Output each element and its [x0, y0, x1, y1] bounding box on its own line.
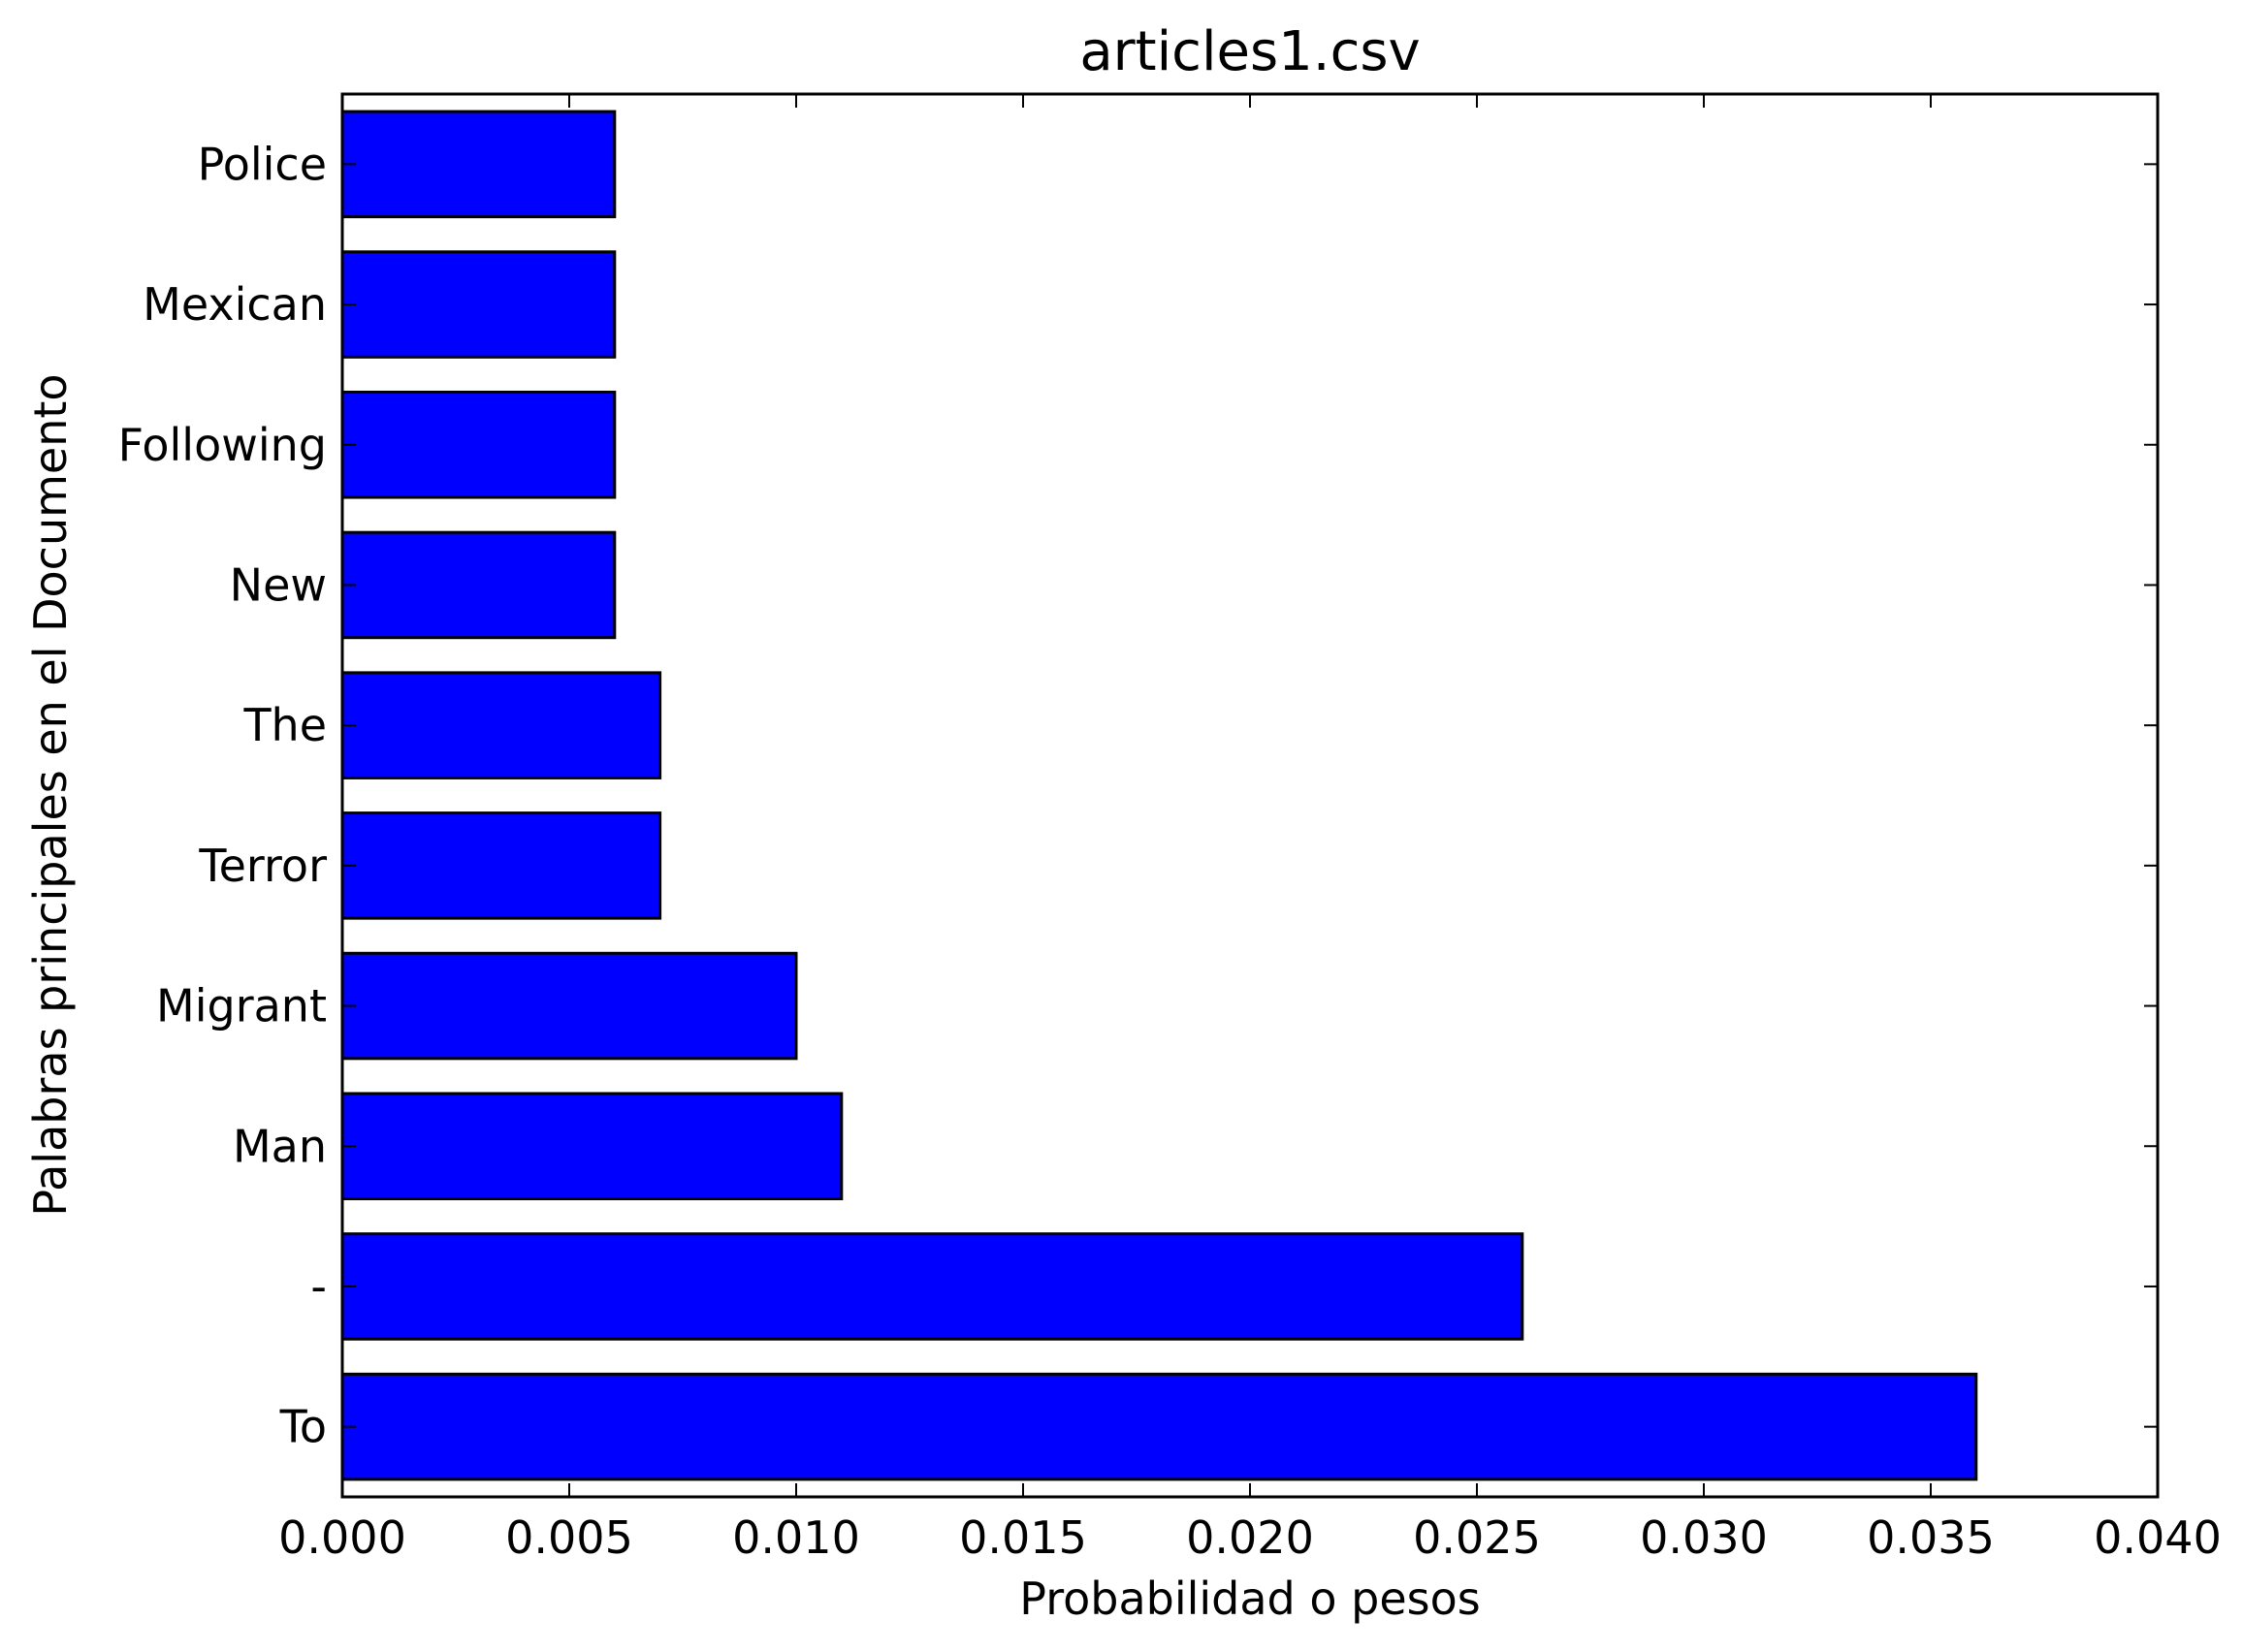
- x-tick-label: 0.020: [1186, 1511, 1314, 1564]
- y-axis-ticks: To - Man Migrant Terror The New Following Mexica…: [118, 138, 2158, 1453]
- y-tick-label: Man: [233, 1120, 327, 1172]
- y-tick-label: Mexican: [143, 278, 327, 331]
- x-tick-label: 0.005: [505, 1511, 633, 1564]
- y-tick-label: Following: [118, 419, 327, 471]
- y-tick-label: The: [242, 699, 327, 751]
- bars-group: [340, 110, 1978, 1481]
- y-tick-label: Police: [198, 138, 327, 190]
- y-tick-label: Terror: [198, 840, 327, 892]
- y-tick-label: -: [310, 1260, 327, 1313]
- bar: [340, 250, 617, 359]
- x-tick-label: 0.035: [1867, 1511, 1995, 1564]
- x-tick-label: 0.000: [278, 1511, 406, 1564]
- x-tick-label: 0.010: [732, 1511, 860, 1564]
- x-tick-label: 0.025: [1413, 1511, 1541, 1564]
- x-axis-label: Probabilidad o pesos: [1019, 1573, 1480, 1625]
- y-axis-label: Palabras principales en el Documento: [24, 373, 77, 1216]
- x-axis-ticks: 0.000 0.005 0.010 0.015 0.020 0.025 0.030 0.035…: [278, 94, 2222, 1564]
- bar: [340, 1092, 844, 1201]
- x-tick-label: 0.040: [2094, 1511, 2222, 1564]
- x-tick-label: 0.030: [1640, 1511, 1768, 1564]
- bar: [340, 110, 617, 219]
- bar: [340, 390, 617, 499]
- bar: [340, 1232, 1524, 1341]
- chart-title: articles1.csv: [1079, 20, 1420, 83]
- y-tick-label: Migrant: [156, 980, 327, 1032]
- bar: [340, 811, 662, 920]
- y-tick-label: New: [230, 558, 327, 611]
- bar: [340, 951, 798, 1061]
- bar: [340, 1372, 1978, 1481]
- y-tick-label: To: [279, 1401, 327, 1453]
- plot-area-frame: [340, 92, 2160, 1499]
- bar: [340, 530, 617, 640]
- bar: [340, 671, 662, 779]
- x-tick-label: 0.015: [959, 1511, 1087, 1564]
